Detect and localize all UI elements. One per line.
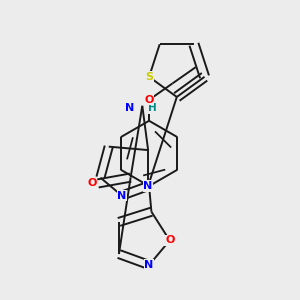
Text: N: N <box>143 181 153 191</box>
Text: O: O <box>144 95 154 105</box>
Text: O: O <box>165 236 174 245</box>
Text: O: O <box>88 178 97 188</box>
Text: N: N <box>117 190 127 201</box>
Text: H: H <box>148 103 157 113</box>
Text: N: N <box>125 103 134 113</box>
Text: S: S <box>145 72 153 82</box>
Text: N: N <box>145 260 154 270</box>
